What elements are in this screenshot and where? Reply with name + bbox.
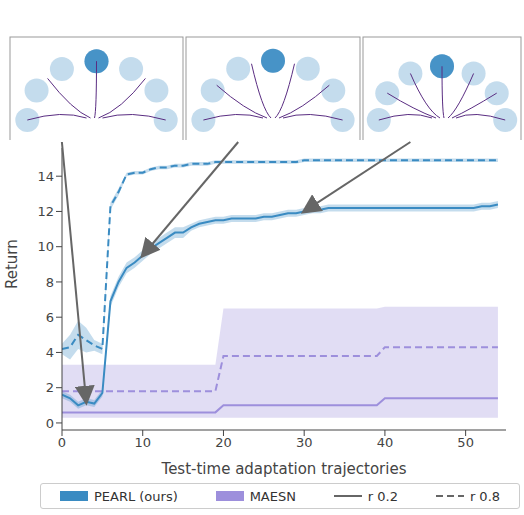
svg-text:8: 8 <box>46 275 54 290</box>
html-text:PEARL (ours): PEARL (ours) <box>93 488 178 504</box>
svg-text:20: 20 <box>215 435 232 450</box>
svg-text:4: 4 <box>46 345 54 360</box>
html-text:r 0.2: r 0.2 <box>367 488 398 504</box>
svg-text:10: 10 <box>37 239 54 254</box>
html-text:MAESN: MAESN <box>249 488 296 504</box>
svg-text:Test-time adaptation trajector: Test-time adaptation trajectories <box>161 460 407 478</box>
svg-text:0: 0 <box>58 435 66 450</box>
svg-text:0: 0 <box>46 416 54 431</box>
svg-text:14: 14 <box>37 169 54 184</box>
svg-text:10: 10 <box>134 435 151 450</box>
svg-text:40: 40 <box>377 435 394 450</box>
svg-text:Return: Return <box>3 239 21 289</box>
svg-text:2: 2 <box>46 380 54 395</box>
svg-text:6: 6 <box>46 310 54 325</box>
svg-text:50: 50 <box>457 435 474 450</box>
svg-text:30: 30 <box>296 435 313 450</box>
html-text:r 0.8: r 0.8 <box>469 488 500 504</box>
svg-text:12: 12 <box>37 204 54 219</box>
